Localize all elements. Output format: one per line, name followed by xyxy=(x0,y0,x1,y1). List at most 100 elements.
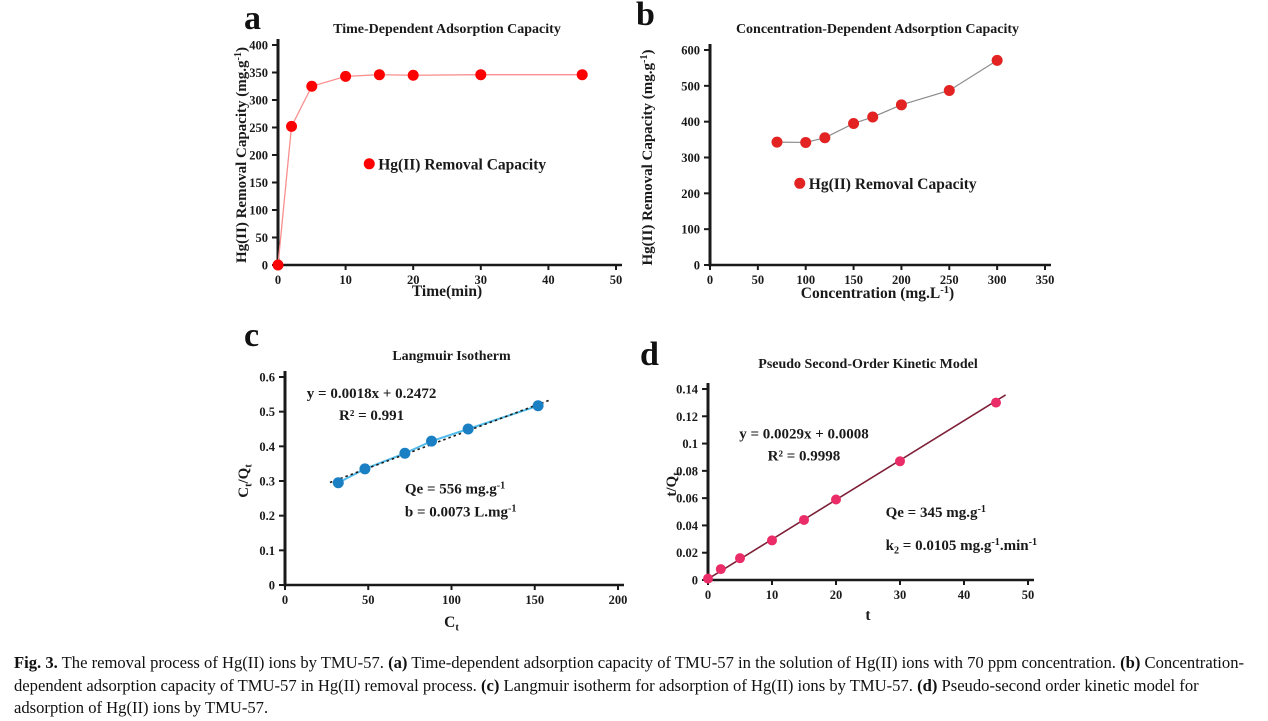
svg-text:200: 200 xyxy=(892,273,911,287)
svg-text:40: 40 xyxy=(958,588,971,602)
legend-label: Hg(II) Removal Capacity xyxy=(809,176,977,193)
chart-a-time-dependent-adsorption: Time-Dependent Adsorption Capacity 0 10 20 3… xyxy=(233,22,623,300)
svg-text:100: 100 xyxy=(249,204,268,218)
figure-3: a Time-Dependent Adsorption Capacity 0 10 2… xyxy=(14,0,1244,717)
equation-text: y = 0.0029x + 0.0008 xyxy=(739,427,869,443)
svg-text:30: 30 xyxy=(475,273,488,287)
data-point xyxy=(771,136,783,148)
svg-text:250: 250 xyxy=(940,273,959,287)
svg-text:10: 10 xyxy=(766,588,779,602)
panel-a-label: a xyxy=(244,0,261,37)
svg-text:0.14: 0.14 xyxy=(676,383,699,397)
y-axis-label: Hg(II) Removal Capacity (mg.g-1) xyxy=(639,50,656,266)
panel-d: d Pseudo Second-Order Kinetic Model 0 10 20… xyxy=(630,330,1060,645)
chart-title: Pseudo Second-Order Kinetic Model xyxy=(758,357,978,372)
y-axis-label: Ct/Qt xyxy=(236,464,255,498)
chart-b-concentration-dependent-adsorption: Concentration-Dependent Adsorption Capac… xyxy=(639,22,1055,302)
chart-title: Langmuir Isotherm xyxy=(392,349,511,364)
legend-marker xyxy=(794,177,806,189)
data-point xyxy=(895,456,905,467)
svg-text:0: 0 xyxy=(694,259,700,273)
chart-c-langmuir-isotherm: Langmuir Isotherm 0 50 100 150 200 0 0.1 0.2 0.3 0… xyxy=(236,349,627,634)
chart-title: Time-Dependent Adsorption Capacity xyxy=(333,22,561,37)
panel-a: a Time-Dependent Adsorption Capacity 0 10 2… xyxy=(230,0,630,310)
svg-text:100: 100 xyxy=(796,273,815,287)
svg-text:350: 350 xyxy=(1036,273,1055,287)
chart-title: Concentration-Dependent Adsorption Capac… xyxy=(736,22,1019,37)
svg-text:0.04: 0.04 xyxy=(676,519,699,533)
data-point xyxy=(831,494,841,505)
svg-text:100: 100 xyxy=(681,223,700,237)
svg-text:0.12: 0.12 xyxy=(676,410,698,424)
svg-text:0.06: 0.06 xyxy=(676,492,698,506)
panel-c-label: c xyxy=(244,317,260,354)
svg-text:150: 150 xyxy=(249,176,268,190)
svg-text:20: 20 xyxy=(830,588,843,602)
svg-text:50: 50 xyxy=(256,231,269,245)
data-point xyxy=(735,553,745,564)
note-text: Qe = 345 mg.g-1 xyxy=(886,504,986,521)
equation-text: R² = 0.991 xyxy=(339,408,404,424)
svg-text:200: 200 xyxy=(249,149,268,163)
svg-text:150: 150 xyxy=(525,593,544,607)
data-point xyxy=(819,132,831,144)
data-point xyxy=(340,70,352,82)
data-point xyxy=(272,259,284,271)
x-axis-label: Time(min) xyxy=(412,283,482,300)
svg-text:0.1: 0.1 xyxy=(259,544,275,558)
data-point xyxy=(800,136,812,148)
svg-text:400: 400 xyxy=(249,39,268,53)
y-axis-label: t/Qt xyxy=(664,472,683,497)
svg-text:50: 50 xyxy=(610,273,623,287)
svg-text:0: 0 xyxy=(707,273,713,287)
svg-text:50: 50 xyxy=(752,273,765,287)
svg-text:50: 50 xyxy=(1022,588,1035,602)
svg-text:200: 200 xyxy=(681,187,700,201)
data-point xyxy=(462,423,474,435)
svg-text:250: 250 xyxy=(249,121,268,135)
data-point xyxy=(848,117,860,129)
panel-b: b Concentration-Dependent Adsorption Cap… xyxy=(630,0,1065,310)
svg-text:500: 500 xyxy=(681,79,700,93)
data-point xyxy=(407,69,419,81)
data-point xyxy=(332,477,344,489)
data-point xyxy=(991,397,1001,408)
chart-d-pseudo-second-order-kinetic: Pseudo Second-Order Kinetic Model 0 10 20 30… xyxy=(664,357,1038,624)
y-axis-label: Hg(II) Removal Capacity (mg.g-1) xyxy=(233,47,250,263)
x-axis-label: Concentration (mg.L-1) xyxy=(801,285,954,302)
data-point xyxy=(991,54,1003,66)
data-point xyxy=(576,69,588,81)
svg-text:400: 400 xyxy=(681,115,700,129)
svg-text:300: 300 xyxy=(681,151,700,165)
equation-text: y = 0.0018x + 0.2472 xyxy=(307,386,437,402)
svg-text:20: 20 xyxy=(407,273,420,287)
data-point xyxy=(799,514,809,525)
svg-text:0.2: 0.2 xyxy=(259,509,275,523)
svg-text:150: 150 xyxy=(844,273,863,287)
svg-text:0.1: 0.1 xyxy=(682,437,698,451)
data-point xyxy=(359,463,371,475)
data-point xyxy=(373,69,385,81)
data-point xyxy=(475,69,487,81)
svg-text:0: 0 xyxy=(262,259,268,273)
svg-text:0.08: 0.08 xyxy=(676,464,698,478)
svg-text:30: 30 xyxy=(894,588,907,602)
data-point xyxy=(767,535,777,546)
svg-text:0.02: 0.02 xyxy=(676,546,698,560)
panel-c: c Langmuir Isotherm 0 50 100 150 200 0 0.1 0.2 0.… xyxy=(230,315,640,645)
data-point xyxy=(426,435,438,447)
svg-text:0: 0 xyxy=(269,579,275,593)
data-point xyxy=(532,400,544,412)
svg-text:300: 300 xyxy=(988,273,1007,287)
data-point xyxy=(399,447,411,459)
svg-text:0.4: 0.4 xyxy=(259,440,275,454)
data-point xyxy=(943,84,955,96)
x-axis-label: t xyxy=(865,607,871,624)
svg-text:600: 600 xyxy=(681,44,700,58)
note-text: k2 = 0.0105 mg.g-1.min-1 xyxy=(886,537,1038,557)
data-point xyxy=(895,99,907,111)
equation-text: R² = 0.9998 xyxy=(768,449,841,465)
figure-caption: Fig. 3. The removal process of Hg(II) io… xyxy=(14,653,1245,718)
data-point xyxy=(867,111,879,123)
data-point xyxy=(703,573,713,584)
